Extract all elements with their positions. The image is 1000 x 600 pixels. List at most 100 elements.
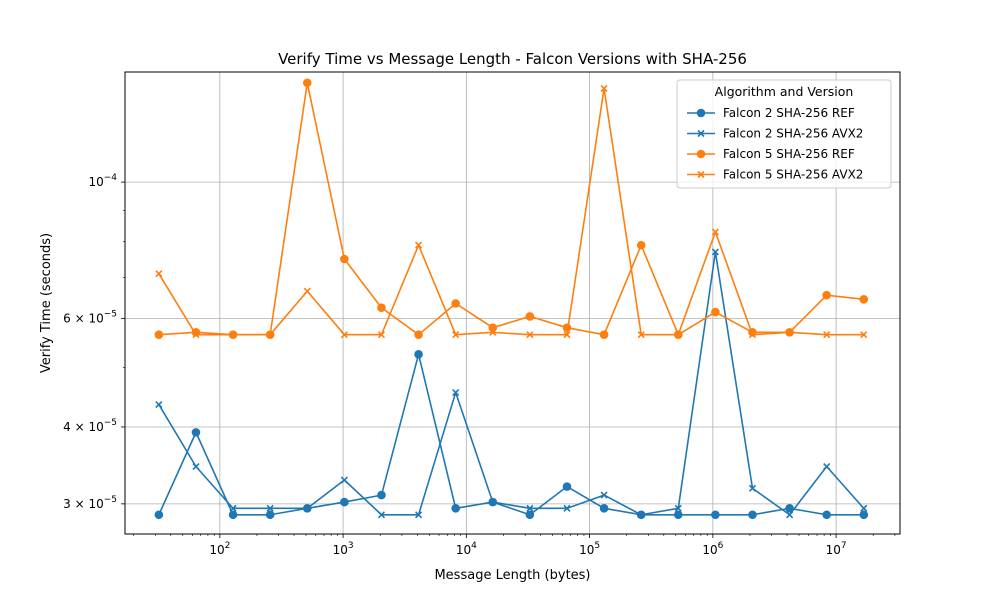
data-point <box>377 511 386 519</box>
data-point <box>525 510 535 520</box>
data-point <box>451 299 460 308</box>
data-point <box>711 248 719 256</box>
data-point <box>748 510 757 520</box>
series-line <box>158 87 864 336</box>
data-point <box>452 331 460 339</box>
data-point <box>636 240 646 250</box>
legend-marker <box>696 149 706 159</box>
data-point <box>302 78 312 88</box>
chart-title: Verify Time vs Message Length - Falcon V… <box>278 50 747 68</box>
data-point <box>711 228 719 236</box>
data-point <box>637 511 645 519</box>
data-point <box>637 331 645 339</box>
data-point <box>340 476 348 484</box>
data-point <box>526 331 534 339</box>
legend: Algorithm and Version Falcon 2 SHA-256 R… <box>676 79 892 189</box>
data-point <box>303 287 311 295</box>
data-point <box>823 462 831 471</box>
data-point <box>489 328 497 336</box>
data-point <box>415 511 423 519</box>
data-point <box>192 331 200 339</box>
data-point <box>786 511 794 519</box>
data-point <box>377 331 386 339</box>
legend-entry: Falcon 5 SHA-256 AVX2 <box>687 168 863 182</box>
data-point <box>563 331 571 339</box>
data-point <box>526 504 534 512</box>
data-point <box>711 510 720 520</box>
data-point <box>414 350 423 359</box>
data-point <box>748 484 757 492</box>
data-point <box>303 504 311 512</box>
data-point <box>452 388 460 397</box>
data-point <box>525 312 535 321</box>
legend-label: Falcon 2 SHA-256 REF <box>723 106 855 120</box>
legend-entry: Falcon 2 SHA-256 REF <box>687 106 855 120</box>
data-point <box>822 290 831 300</box>
data-point <box>414 330 423 339</box>
data-point <box>340 331 348 339</box>
data-point <box>228 510 238 520</box>
data-point <box>265 510 275 520</box>
data-point <box>599 504 609 513</box>
data-point <box>600 84 608 92</box>
legend-label: Falcon 5 SHA-256 REF <box>723 147 855 161</box>
series-line <box>158 251 865 516</box>
data-point <box>599 330 609 339</box>
data-point <box>674 331 682 339</box>
legend-label: Falcon 2 SHA-256 AVX2 <box>723 127 863 141</box>
data-point <box>229 331 237 339</box>
data-point <box>192 462 200 471</box>
data-point <box>340 254 349 264</box>
data-point <box>489 498 497 506</box>
legend-label: Falcon 5 SHA-256 AVX2 <box>723 168 863 182</box>
legend-marker <box>697 170 705 179</box>
data-point <box>191 428 201 437</box>
series-line <box>158 353 864 516</box>
series-layer <box>154 78 869 520</box>
data-point <box>415 241 423 249</box>
data-point <box>266 504 274 512</box>
data-point <box>451 504 460 513</box>
data-point <box>860 504 868 512</box>
data-point <box>748 331 757 339</box>
y-tick-label: 4 × 10−5 <box>63 418 117 434</box>
data-point <box>859 510 869 520</box>
plot-frame <box>124 71 901 535</box>
series-4 <box>155 84 868 339</box>
data-point <box>822 510 831 520</box>
series-2 <box>155 248 868 519</box>
data-point <box>229 504 237 512</box>
x-axis-label: Message Length (bytes) <box>434 568 590 583</box>
data-point <box>266 331 274 339</box>
y-tick-label: 6 × 10−5 <box>63 310 117 326</box>
data-point <box>860 331 868 339</box>
data-point <box>674 504 682 512</box>
y-axis-label: Verify Time (seconds) <box>39 233 54 373</box>
data-point <box>600 491 608 499</box>
data-point <box>823 331 831 339</box>
data-point <box>859 295 869 304</box>
data-point <box>155 401 163 409</box>
legend-title: Algorithm and Version <box>715 84 854 99</box>
data-point <box>711 307 720 317</box>
legend-entry: Falcon 2 SHA-256 AVX2 <box>687 127 863 141</box>
data-point <box>377 490 386 500</box>
legend-entry: Falcon 5 SHA-256 REF <box>687 147 855 161</box>
data-point <box>562 482 572 491</box>
data-point <box>563 504 571 512</box>
data-point <box>673 510 683 520</box>
series-line <box>158 82 864 336</box>
data-point <box>377 303 386 313</box>
data-point <box>155 270 163 278</box>
y-tick-label: 10−4 <box>88 173 117 189</box>
data-point <box>340 497 349 507</box>
legend-entries: Falcon 2 SHA-256 REF Falcon 2 SHA-256 AVX… <box>687 106 863 182</box>
y-tick-label: 3 × 10−5 <box>63 495 117 511</box>
data-point <box>154 330 164 339</box>
data-point <box>785 504 794 513</box>
series-1 <box>154 350 869 520</box>
legend-box <box>676 79 892 189</box>
data-point <box>154 510 164 520</box>
